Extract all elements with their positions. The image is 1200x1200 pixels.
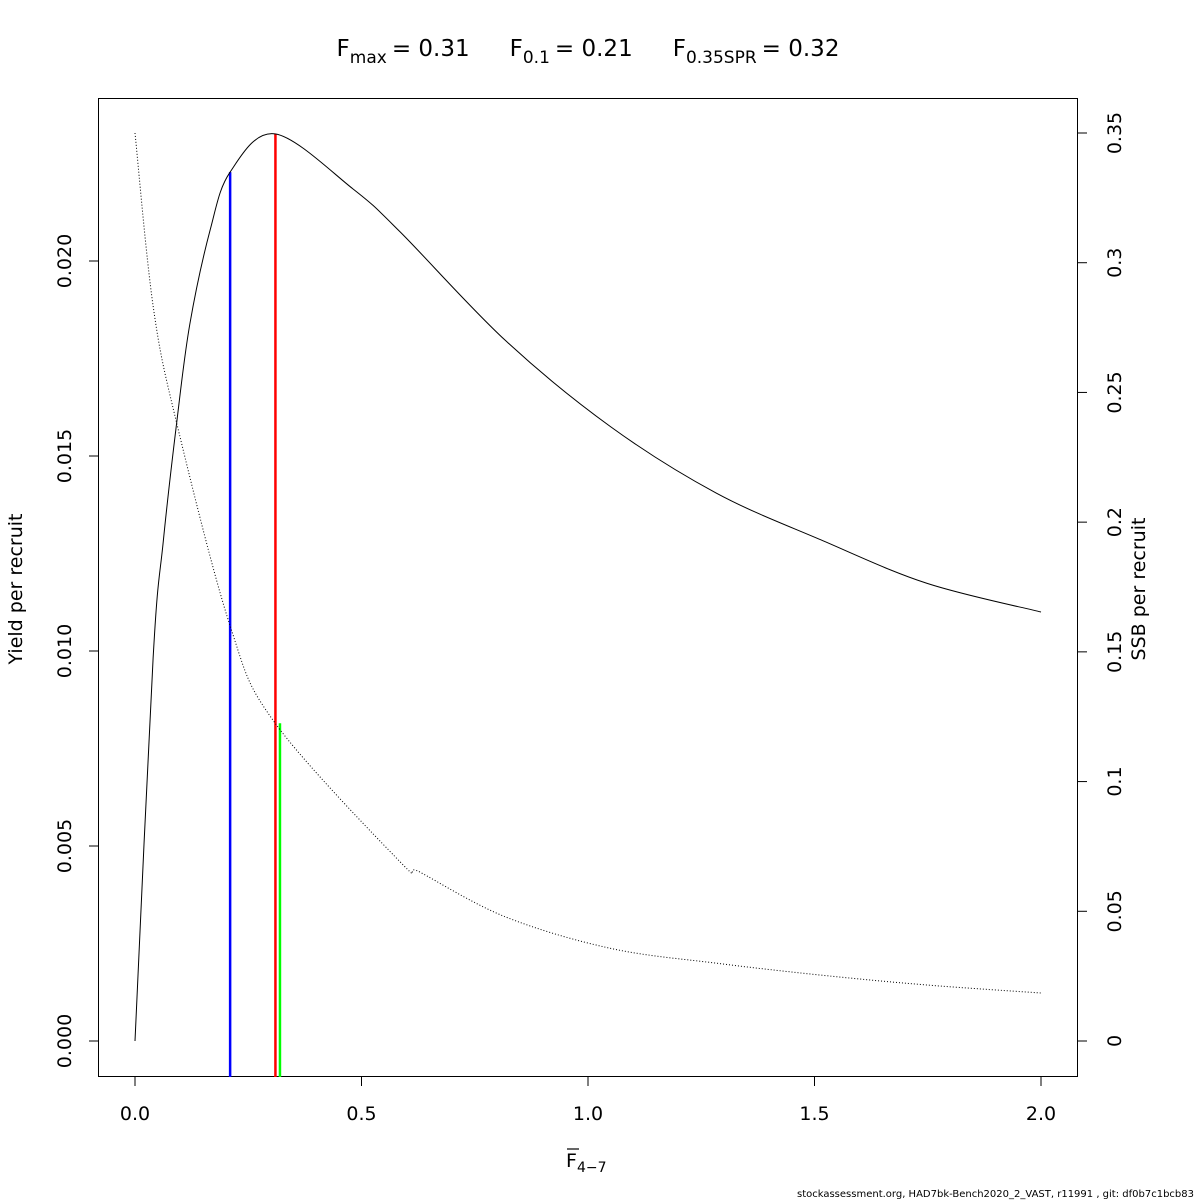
title-fspr-base: F <box>673 36 686 62</box>
y-right-tick-label: 0.1 <box>1104 766 1126 796</box>
footer-text: stockassessment.org, HAD7bk-Bench2020_2_… <box>797 1189 1194 1200</box>
y-left-tick-label: 0.000 <box>54 1014 76 1068</box>
y-right-tick-label: 0.3 <box>1104 248 1126 278</box>
y-right-tick-label: 0.05 <box>1104 890 1126 932</box>
x-tick-label: 1.5 <box>799 1103 829 1125</box>
y-left-label: Yield per recruit <box>5 514 27 666</box>
y-right-tick-label: 0 <box>1104 1035 1126 1047</box>
title-f01-value: = 0.21 <box>555 36 633 62</box>
y-right-tick-label: 0.2 <box>1104 507 1126 537</box>
title-f01-base: F <box>510 36 523 62</box>
y-left-tick-label: 0.010 <box>54 624 76 678</box>
y-left-tick-label: 0.005 <box>54 819 76 873</box>
svg-text:F4−7: F4−7 <box>566 1150 606 1176</box>
ssb-per-recruit-line <box>134 132 1042 994</box>
x-tick-label: 0.5 <box>346 1103 376 1125</box>
y-right-tick-label: 0.15 <box>1104 631 1126 673</box>
x-tick-label: 1.0 <box>573 1103 603 1125</box>
title-fmax-sub: max <box>350 48 387 68</box>
y-left-tick-label: 0.020 <box>54 234 76 288</box>
title-fmax-base: F <box>337 36 350 62</box>
x-label-base: F <box>566 1150 577 1172</box>
x-tick-label: 0.0 <box>120 1103 150 1125</box>
yield-per-recruit-line <box>134 133 1042 1042</box>
title-f01-sub: 0.1 <box>523 48 550 68</box>
y-right-label: SSB per recruit <box>1128 518 1150 661</box>
x-label-sub: 4−7 <box>577 1160 607 1176</box>
title-fspr-value: = 0.32 <box>762 36 840 62</box>
chart-title: Fmax = 0.31 F0.1 = 0.21 F0.35SPR = 0.32 <box>337 36 840 68</box>
plot-frame <box>98 98 1078 1077</box>
x-axis-label: F4−7 <box>566 1148 606 1176</box>
y-right-tick-label: 0.25 <box>1104 371 1126 413</box>
x-tick-label: 2.0 <box>1026 1103 1056 1125</box>
title-fmax-value: = 0.31 <box>392 36 470 62</box>
y-left-tick-label: 0.015 <box>54 429 76 483</box>
y-right-tick-label: 0.35 <box>1104 112 1126 154</box>
title-fspr-sub: 0.35SPR <box>686 48 757 68</box>
